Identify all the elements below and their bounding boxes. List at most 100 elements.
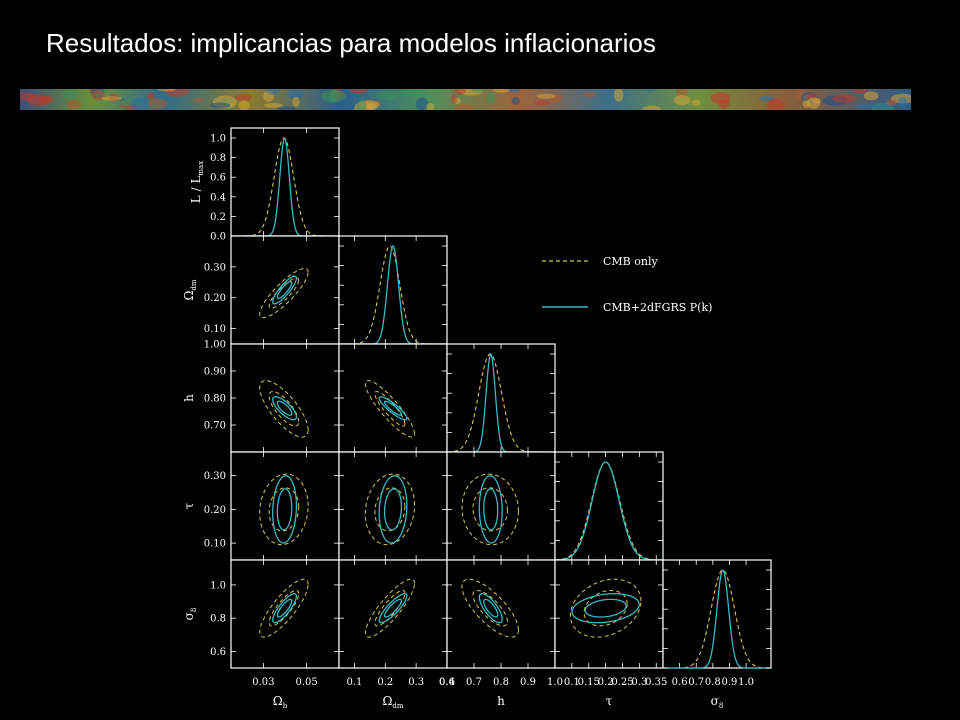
- y-axis-label-4: σ8: [182, 608, 198, 621]
- contour-cmb-only-68: [268, 391, 300, 427]
- panel-frame: [446, 343, 556, 453]
- panel-frame: [338, 235, 448, 345]
- panel-0-0: [230, 127, 340, 237]
- y-tick-label: 0.8: [210, 153, 226, 164]
- contour-cmb-only-95: [461, 473, 519, 546]
- contour-cmb-only-95: [259, 473, 309, 546]
- x-tick-label: 0.1: [564, 677, 580, 688]
- panel-frame: [230, 127, 340, 237]
- panel-1-0: [230, 235, 340, 345]
- x-axis-label-0: Ωb: [273, 694, 288, 710]
- cmb-blob: [710, 92, 731, 104]
- cmb-blob: [471, 89, 486, 93]
- contour-cmb-only-68: [472, 487, 508, 532]
- y-tick-label: 0.20: [204, 505, 226, 516]
- panel-4-2: [446, 559, 556, 669]
- cmb-blob: [287, 89, 304, 99]
- likelihood-curve-cmb-2dfgrs: [663, 569, 771, 669]
- cmb-blob: [292, 96, 300, 108]
- x-tick-label: 0.9: [722, 677, 738, 688]
- panel-2-0: [230, 343, 340, 453]
- cmb-blob: [868, 102, 893, 109]
- contour-cmb-only-68: [583, 590, 628, 627]
- cmb-blob: [642, 105, 661, 110]
- cmb-blob: [277, 106, 296, 110]
- cmb-blob: [66, 99, 82, 110]
- panel-2-1: [338, 343, 448, 453]
- panel-frame: [230, 559, 340, 669]
- contour-cmb-2dfgrs-95: [272, 396, 298, 421]
- panel-4-3: [554, 559, 664, 669]
- contour-cmb-only-95: [364, 380, 416, 438]
- panel-4-1: [338, 559, 448, 669]
- cmb-blob: [192, 98, 205, 103]
- cmb-blob: [493, 89, 510, 93]
- y-tick-label: 0.4: [210, 192, 226, 203]
- y-tick-label: 0.30: [204, 262, 226, 273]
- contour-cmb-2dfgrs-68: [276, 400, 293, 416]
- cmb-blob: [147, 98, 168, 110]
- contour-cmb-2dfgrs-68: [483, 488, 499, 531]
- cmb-blob: [534, 100, 551, 106]
- x-tick-label: 0.2: [598, 677, 614, 688]
- cmb-blob: [265, 89, 281, 95]
- contour-cmb-2dfgrs-68: [276, 488, 293, 531]
- likelihood-curve-cmb-2dfgrs: [554, 461, 664, 561]
- x-tick-label: 0.3: [408, 677, 424, 688]
- cmb-blob: [507, 89, 521, 94]
- cmb-blob: [357, 99, 367, 110]
- panel-3-3: [554, 451, 664, 561]
- x-axis-label-1: Ωdm: [382, 694, 403, 710]
- y-axis-label-1: Ωdm: [182, 279, 198, 300]
- cmb-blob: [691, 99, 701, 106]
- cmb-blob: [486, 91, 495, 105]
- cmb-blob: [263, 103, 283, 108]
- cmb-blob: [320, 90, 347, 103]
- x-tick-label: 0.6: [672, 677, 688, 688]
- cmb-map-banner: [20, 89, 911, 110]
- y-tick-label: 0.80: [204, 394, 226, 405]
- y-axis-label-likelihood: L / Lmax: [189, 161, 205, 203]
- cmb-blob: [807, 97, 821, 109]
- x-tick-label: 0.7: [688, 677, 704, 688]
- contour-cmb-2dfgrs-95: [272, 275, 298, 305]
- cmb-blob: [147, 92, 156, 100]
- contour-cmb-only-68: [268, 590, 300, 627]
- cmb-blob: [399, 89, 425, 96]
- cmb-blob: [853, 89, 867, 94]
- y-tick-label: 0.6: [210, 173, 226, 184]
- x-tick-label: 0.15: [578, 677, 600, 688]
- x-tick-label: 0.9: [520, 677, 536, 688]
- x-tick-label: 0.8: [493, 677, 509, 688]
- panel-frame: [446, 451, 556, 561]
- cmb-blob: [157, 89, 176, 92]
- cmb-blob: [130, 97, 149, 110]
- x-axis-label-3: τ: [606, 694, 613, 708]
- cmb-blob: [451, 93, 458, 104]
- cmb-blob: [863, 91, 879, 101]
- y-tick-label: 1.0: [210, 134, 226, 145]
- y-tick-label: 0.8: [210, 614, 226, 625]
- contour-cmb-2dfgrs-68: [276, 280, 293, 300]
- y-tick-label: 1.00: [204, 340, 226, 351]
- cmb-blob: [62, 89, 79, 100]
- cmb-blob: [898, 97, 907, 109]
- contour-cmb-only-95: [259, 380, 309, 438]
- contour-cmb-only-95: [364, 578, 416, 638]
- cmb-blob: [376, 91, 399, 100]
- x-tick-label: 0.03: [252, 677, 274, 688]
- x-tick-label: 0.3: [631, 677, 647, 688]
- y-tick-label: 0.10: [204, 324, 226, 335]
- y-tick-label: 0.20: [204, 293, 226, 304]
- contour-cmb-only-68: [268, 487, 300, 532]
- contour-cmb-2dfgrs-95: [272, 475, 298, 544]
- cmb-blob: [38, 94, 54, 105]
- x-tick-label: 0.25: [611, 677, 633, 688]
- x-tick-label: 1.0: [547, 677, 563, 688]
- x-tick-label: 1.0: [738, 677, 754, 688]
- panel-4-4: [662, 559, 772, 669]
- cmb-blob: [536, 93, 556, 99]
- contour-cmb-2dfgrs-95: [478, 593, 503, 624]
- contour-cmb-2dfgrs-68: [276, 598, 293, 618]
